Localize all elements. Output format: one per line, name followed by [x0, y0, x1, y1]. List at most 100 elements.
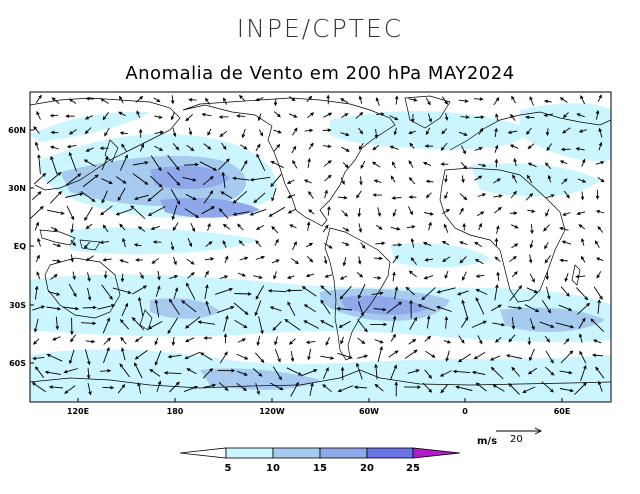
- wind-vector: [459, 207, 464, 215]
- coastline-south-america: [324, 227, 391, 361]
- wind-vector: [525, 193, 534, 201]
- wind-vector: [232, 190, 248, 204]
- wind-vector: [593, 286, 603, 300]
- wind-vector: [184, 316, 201, 329]
- wind-vector: [273, 143, 281, 152]
- wind-vector: [49, 113, 59, 118]
- wind-vector: [408, 98, 418, 102]
- wind-vector: [492, 322, 506, 327]
- wind-vector: [327, 205, 331, 216]
- wind-vector: [456, 290, 469, 296]
- wind-vector: [322, 144, 332, 149]
- wind-vector: [475, 296, 485, 315]
- wind-vector: [461, 299, 468, 318]
- wind-vector: [83, 241, 91, 249]
- wind-vector: [37, 153, 41, 174]
- wind-vector: [457, 353, 472, 363]
- wind-vector: [135, 95, 144, 103]
- wind-vector: [545, 194, 555, 199]
- wind-vector: [427, 113, 432, 123]
- wind-vector: [121, 143, 128, 152]
- wind-vector: [473, 97, 484, 101]
- wind-vector: [188, 97, 197, 102]
- lat-label: EQ: [14, 242, 26, 251]
- wind-vector: [130, 205, 146, 219]
- wind-vector: [102, 224, 109, 233]
- wind-vector: [494, 256, 501, 262]
- wind-vector: [173, 287, 179, 299]
- wind-vector: [163, 371, 182, 375]
- wind-vector: [474, 147, 483, 151]
- wind-vector: [252, 368, 263, 377]
- wind-vector: [234, 292, 252, 296]
- wind-vector: [101, 155, 109, 171]
- wind-vector: [207, 222, 211, 231]
- wind-vector: [46, 353, 63, 362]
- wind-vector: [36, 110, 41, 120]
- wind-vector: [529, 348, 535, 362]
- wind-vector: [337, 195, 348, 200]
- wind-vector: [511, 95, 516, 104]
- wind-vector: [202, 176, 214, 186]
- reference-vector: m/s 20: [477, 427, 543, 447]
- wind-vector: [575, 147, 585, 151]
- wind-vector: [390, 226, 401, 231]
- wind-vector: [595, 160, 605, 165]
- axis-ticks: 60N 30N EQ 30S 60S 120E 180 120W 60W 0 60E: [8, 126, 570, 416]
- wind-vector: [339, 285, 352, 300]
- wind-vector: [404, 349, 418, 359]
- wind-vector: [471, 320, 488, 328]
- wind-vector: [559, 388, 575, 393]
- wind-vector: [559, 160, 568, 165]
- wind-vector: [132, 161, 149, 166]
- wind-vector: [444, 174, 448, 183]
- wind-vector: [303, 304, 316, 313]
- wind-vector: [574, 382, 587, 395]
- wind-vector: [303, 179, 312, 184]
- wind-vector: [32, 305, 46, 311]
- wind-vector: [305, 273, 315, 278]
- shade-band-nh-jet-core: [150, 166, 230, 190]
- wind-vector: [167, 154, 180, 171]
- wind-vector: [120, 273, 125, 283]
- coastline-japan: [104, 139, 119, 163]
- wind-vector: [576, 302, 591, 315]
- wind-vector: [596, 271, 602, 279]
- wind-vector: [203, 383, 217, 388]
- wind-vector: [167, 354, 182, 359]
- wind-vector: [172, 143, 180, 151]
- wind-vector: [392, 243, 403, 247]
- wind-vector: [286, 367, 303, 376]
- wind-vector: [493, 178, 501, 184]
- wind-vector: [560, 350, 574, 364]
- wind-vector: [417, 304, 436, 312]
- wind-vector: [272, 366, 282, 381]
- wind-vector: [139, 143, 144, 152]
- wind-vector: [291, 241, 297, 251]
- wind-vector: [595, 109, 600, 120]
- wind-vector: [50, 274, 58, 280]
- wind-vector: [505, 354, 523, 359]
- wind-vector: [508, 334, 516, 343]
- wind-vector: [171, 204, 178, 221]
- wind-vector: [562, 212, 571, 216]
- wind-vector: [477, 335, 483, 345]
- wind-vector: [408, 159, 414, 168]
- wind-vector: [340, 366, 345, 381]
- wind-vector: [224, 255, 229, 264]
- wind-vector: [35, 141, 40, 151]
- wind-vector: [286, 275, 295, 279]
- wind-vector: [422, 242, 432, 247]
- wind-vector: [87, 272, 91, 282]
- wind-vector: [50, 155, 58, 175]
- wind-vector: [474, 241, 483, 248]
- wind-vector: [291, 257, 300, 265]
- wind-vector: [527, 209, 536, 213]
- wind-vector: [595, 366, 605, 379]
- wind-vector: [172, 127, 177, 138]
- wind-vector: [598, 127, 603, 138]
- wind-vector: [471, 370, 486, 375]
- wind-vector: [357, 319, 368, 333]
- wind-vector: [394, 381, 399, 397]
- wind-vector: [203, 336, 212, 340]
